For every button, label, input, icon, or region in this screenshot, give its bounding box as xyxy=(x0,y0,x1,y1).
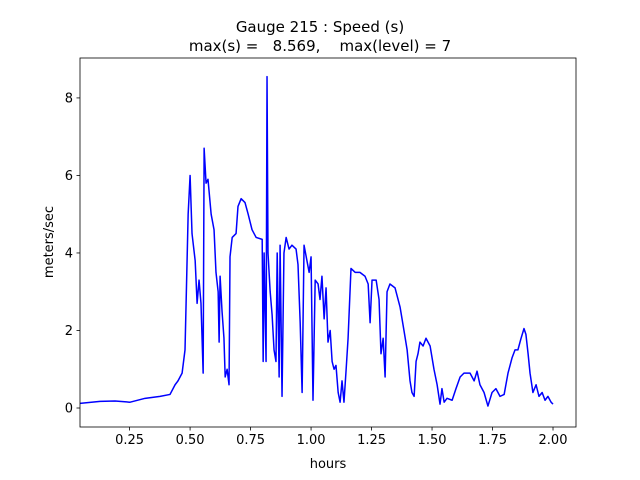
x-tick-label: 1.75 xyxy=(478,433,507,448)
x-tick-label: 0.75 xyxy=(236,433,265,448)
x-tick-label: 1.50 xyxy=(418,433,447,448)
x-tick-label: 0.25 xyxy=(115,433,144,448)
y-tick-label: 2 xyxy=(65,324,73,339)
x-tick-label: 0.50 xyxy=(176,433,205,448)
y-tick-label: 8 xyxy=(65,91,73,106)
x-axis-label: hours xyxy=(310,457,347,472)
y-tick-label: 4 xyxy=(65,246,73,261)
chart-title: Gauge 215 : Speed (s) xyxy=(236,18,404,36)
y-tick-label: 6 xyxy=(65,169,73,184)
y-tick-label: 0 xyxy=(65,402,73,417)
y-axis-label: meters/sec xyxy=(42,206,57,278)
data-line xyxy=(80,75,554,407)
x-tick-label: 1.25 xyxy=(357,433,386,448)
x-tick-label: 1.00 xyxy=(297,433,326,448)
plot-frame xyxy=(79,57,577,428)
chart-subtitle: max(s) = 8.569, max(level) = 7 xyxy=(189,37,451,55)
x-tick-label: 2.00 xyxy=(539,433,568,448)
